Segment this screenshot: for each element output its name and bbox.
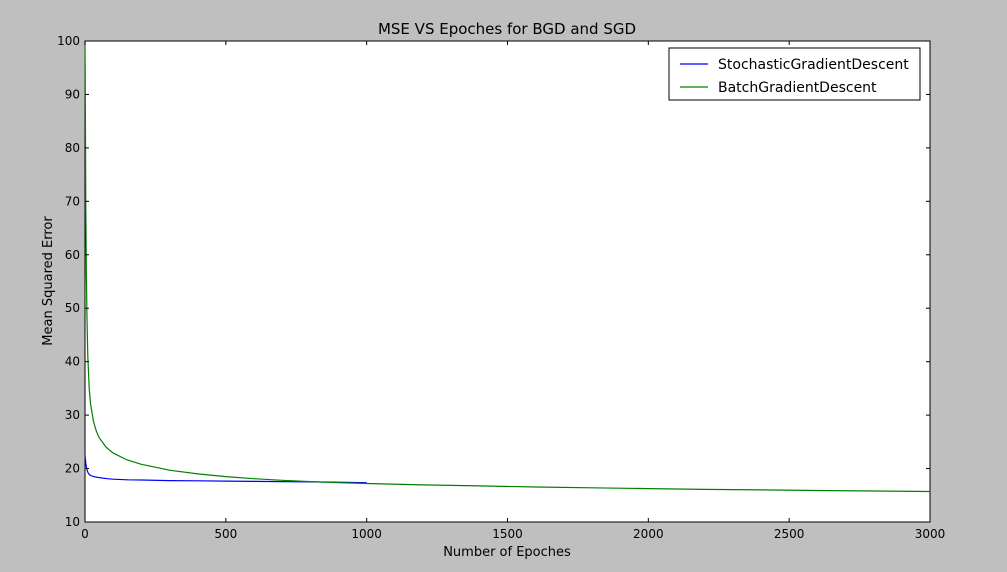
series-line-bgd — [84, 40, 931, 493]
x-tick-label: 2500 — [774, 527, 805, 541]
y-tick-label: 50 — [65, 301, 80, 315]
x-tick-label: 1000 — [351, 527, 382, 541]
y-tick-label: 60 — [65, 248, 80, 262]
x-tick-label: 3000 — [915, 527, 946, 541]
y-tick-label: 20 — [65, 462, 80, 476]
y-axis-label: Mean Squared Error — [41, 216, 56, 346]
y-tick-label: 90 — [65, 87, 80, 101]
legend: StochasticGradientDescent BatchGradientD… — [668, 47, 921, 101]
x-tick-label: 1500 — [492, 527, 523, 541]
series-line-sgd — [84, 455, 367, 484]
x-tick-label: 2000 — [633, 527, 664, 541]
y-tick-label: 30 — [65, 408, 80, 422]
y-tick-label: 100 — [57, 34, 80, 48]
x-tick-label: 0 — [81, 527, 89, 541]
series-layer — [84, 40, 931, 493]
legend-box — [668, 47, 921, 101]
legend-label-bgd: BatchGradientDescent — [718, 80, 877, 96]
y-tick-label: 80 — [65, 141, 80, 155]
y-tick-label: 70 — [65, 194, 80, 208]
y-tick-label: 10 — [65, 515, 80, 529]
plot-area — [84, 40, 931, 523]
y-tick-label: 40 — [65, 355, 80, 369]
legend-label-sgd: StochasticGradientDescent — [718, 57, 909, 73]
x-axis-label: Number of Epoches — [443, 545, 571, 560]
x-tick-label: 500 — [214, 527, 237, 541]
tick-layer: 0 500 1000 1500 2000 2500 3000 10 20 30 40 50 60 70 80… — [57, 34, 945, 541]
chart-title: MSE VS Epoches for BGD and SGD — [378, 20, 636, 38]
